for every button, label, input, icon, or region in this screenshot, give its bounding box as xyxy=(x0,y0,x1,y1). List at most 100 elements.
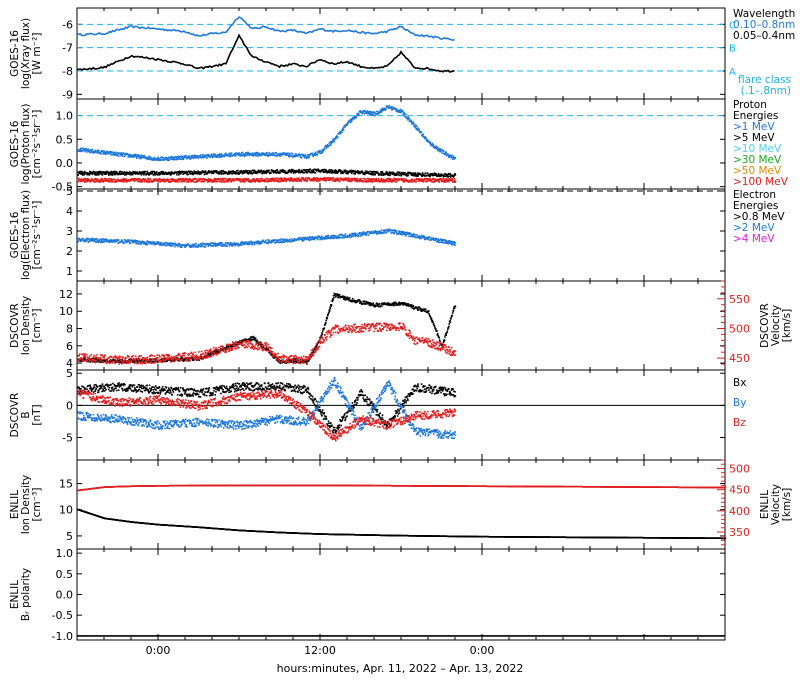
data-point xyxy=(351,177,353,180)
data-point xyxy=(445,151,447,154)
data-point xyxy=(385,172,387,174)
data-point xyxy=(107,240,109,243)
data-point xyxy=(138,240,140,243)
data-point xyxy=(85,171,88,174)
data-point xyxy=(443,178,445,180)
data-point xyxy=(381,109,383,112)
data-point xyxy=(370,171,373,173)
data-point xyxy=(126,240,129,243)
data-point xyxy=(285,240,287,242)
data-point xyxy=(109,152,112,154)
data-point xyxy=(384,231,386,233)
data-point xyxy=(363,113,366,115)
data-point xyxy=(348,171,351,173)
data-point xyxy=(129,156,132,158)
data-point xyxy=(182,179,184,181)
data-point xyxy=(333,296,335,299)
data-point xyxy=(109,150,111,153)
data-point xyxy=(288,178,291,180)
data-point xyxy=(193,181,196,183)
data-point xyxy=(244,154,246,156)
data-point xyxy=(413,172,415,175)
data-point xyxy=(82,147,85,150)
data-point xyxy=(89,170,91,173)
data-point xyxy=(310,178,313,180)
data-point xyxy=(193,244,195,246)
data-point xyxy=(88,150,91,153)
data-point xyxy=(373,178,376,180)
data-point xyxy=(341,170,344,173)
data-point xyxy=(289,179,292,182)
data-point xyxy=(369,110,371,113)
data-point xyxy=(108,173,111,175)
data-point xyxy=(436,148,439,151)
right-axis-label: [km/s] xyxy=(781,309,793,343)
data-point xyxy=(331,300,334,303)
data-point xyxy=(172,178,175,181)
data-point xyxy=(402,172,405,174)
data-point xyxy=(447,176,449,178)
data-point xyxy=(256,155,259,157)
y-tick-label: 6 xyxy=(66,340,73,353)
data-point xyxy=(237,172,240,174)
data-point xyxy=(258,240,261,243)
data-point xyxy=(432,144,435,146)
data-point xyxy=(443,153,446,156)
data-point xyxy=(171,244,174,247)
data-point xyxy=(288,240,290,242)
data-point xyxy=(353,115,356,117)
data-point xyxy=(143,173,145,176)
data-point xyxy=(426,172,429,174)
data-point xyxy=(190,181,192,183)
data-point xyxy=(285,180,287,183)
data-point xyxy=(186,178,189,181)
data-point xyxy=(224,244,226,247)
data-point xyxy=(444,178,447,181)
data-point xyxy=(266,177,268,180)
data-point xyxy=(357,170,359,172)
data-point xyxy=(240,244,243,246)
data-point xyxy=(132,241,135,244)
data-point xyxy=(170,171,173,173)
data-point xyxy=(114,151,117,154)
data-point xyxy=(406,173,408,175)
data-point xyxy=(267,178,270,181)
data-point xyxy=(202,178,204,181)
data-point xyxy=(382,109,385,112)
data-point xyxy=(140,154,142,156)
y-axis-label: [cm⁻²s⁻¹sr⁻¹] xyxy=(31,201,43,270)
data-point xyxy=(97,240,99,243)
data-point xyxy=(131,154,134,157)
data-point xyxy=(318,178,321,180)
data-point xyxy=(385,108,387,110)
data-point xyxy=(272,152,275,155)
data-point xyxy=(224,154,226,157)
data-point xyxy=(137,180,139,183)
data-point xyxy=(260,154,263,157)
y-tick-label: -9 xyxy=(62,88,73,101)
data-point xyxy=(374,114,376,117)
data-point xyxy=(302,154,305,156)
data-point xyxy=(251,173,253,175)
data-point xyxy=(109,239,111,242)
data-point xyxy=(87,241,90,243)
data-point xyxy=(364,173,366,176)
data-point xyxy=(363,177,366,180)
data-point xyxy=(97,178,99,181)
data-point xyxy=(160,172,163,175)
data-point xyxy=(452,155,455,158)
data-point xyxy=(178,157,181,160)
data-point xyxy=(418,128,420,131)
data-point xyxy=(150,171,152,174)
data-point xyxy=(371,111,373,113)
data-point xyxy=(294,153,296,155)
data-point xyxy=(300,178,302,181)
data-point xyxy=(331,172,333,174)
data-point xyxy=(325,179,328,181)
data-point xyxy=(338,132,341,135)
data-point xyxy=(313,178,316,180)
data-point xyxy=(365,178,367,181)
data-point xyxy=(251,154,253,157)
data-point xyxy=(397,179,399,182)
